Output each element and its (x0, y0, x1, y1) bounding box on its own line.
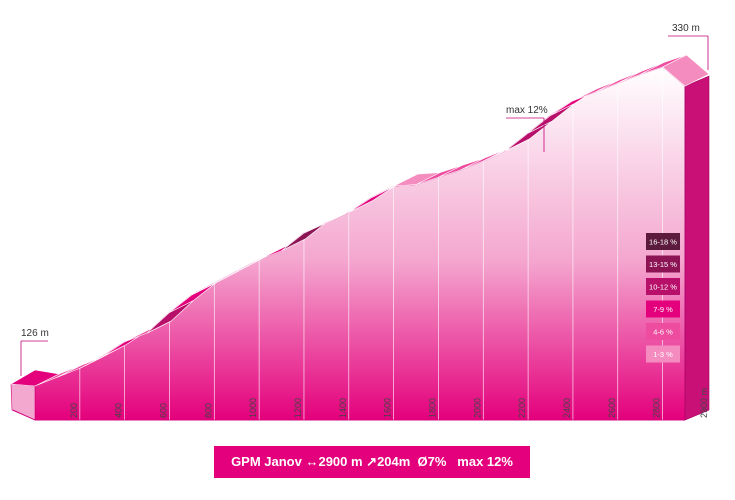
x-tick-label: 1000 (248, 398, 258, 418)
x-tick-label: 2000 (472, 398, 482, 418)
legend-label: 7-9 % (653, 305, 673, 314)
legend-label: 10-12 % (649, 283, 677, 292)
gradient-legend: 16-18 % 13-15 % 10-12 % 7-9 % 4-6 % 1-3 % (646, 233, 680, 363)
legend-swatch (646, 323, 680, 340)
legend-swatch (646, 233, 680, 250)
start-elevation-label: 126 m (21, 328, 49, 339)
baseline-left (12, 409, 36, 421)
x-tick-label: 2600 (607, 398, 617, 418)
x-tick-label: 600 (158, 403, 168, 418)
profile-area (34, 66, 686, 421)
x-tick-label: 2800 (652, 398, 662, 418)
climb-summary-bar: GPM Janov ↔2900 m ↗204m Ø7% max 12% (214, 446, 530, 478)
x-tick-label: 1400 (338, 398, 348, 418)
x-tick-label: 2200 (517, 398, 527, 418)
legend-swatch (646, 255, 680, 273)
x-tick-label: 1200 (293, 398, 303, 418)
legend-label: 4-6 % (653, 328, 673, 337)
x-tick-label: 1800 (427, 398, 437, 418)
x-tick-label: 1600 (383, 398, 393, 418)
legend-swatch (646, 300, 680, 318)
x-tick-label: 400 (114, 403, 124, 418)
x-tick-label: 2400 (562, 398, 572, 418)
legend-swatch (646, 345, 680, 363)
end-elevation-label: 330 m (672, 23, 700, 34)
legend-label: 13-15 % (649, 260, 677, 269)
x-tick-label: 2900 m (699, 388, 709, 418)
x-tick-label: 800 (203, 403, 213, 418)
legend-swatch (646, 278, 680, 295)
ribbon-start-cap (10, 369, 60, 387)
max-gradient-label: max 12% (506, 105, 548, 116)
gradient-segment (662, 54, 710, 87)
profile-end-face (684, 75, 710, 421)
legend-label: 16-18 % (649, 238, 677, 247)
x-tick-label: 200 (69, 403, 79, 418)
legend-label: 1-3 % (653, 350, 673, 359)
